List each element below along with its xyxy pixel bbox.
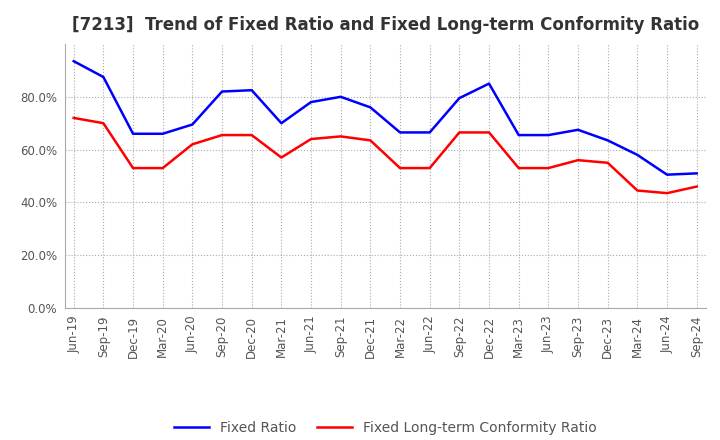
Fixed Long-term Conformity Ratio	[633, 188, 642, 193]
Fixed Long-term Conformity Ratio	[188, 142, 197, 147]
Fixed Long-term Conformity Ratio	[574, 158, 582, 163]
Fixed Ratio	[396, 130, 405, 135]
Fixed Long-term Conformity Ratio	[693, 184, 701, 189]
Fixed Long-term Conformity Ratio	[544, 165, 553, 171]
Fixed Long-term Conformity Ratio	[129, 165, 138, 171]
Fixed Ratio	[603, 138, 612, 143]
Fixed Ratio	[633, 152, 642, 158]
Fixed Ratio	[366, 105, 374, 110]
Fixed Ratio	[277, 121, 286, 126]
Line: Fixed Long-term Conformity Ratio: Fixed Long-term Conformity Ratio	[73, 118, 697, 193]
Fixed Long-term Conformity Ratio	[158, 165, 167, 171]
Fixed Ratio	[99, 74, 108, 80]
Fixed Long-term Conformity Ratio	[603, 160, 612, 165]
Fixed Ratio	[455, 95, 464, 101]
Fixed Long-term Conformity Ratio	[366, 138, 374, 143]
Fixed Ratio	[693, 171, 701, 176]
Title: [7213]  Trend of Fixed Ratio and Fixed Long-term Conformity Ratio: [7213] Trend of Fixed Ratio and Fixed Lo…	[71, 16, 699, 34]
Fixed Ratio	[662, 172, 671, 177]
Fixed Ratio	[426, 130, 434, 135]
Fixed Ratio	[188, 122, 197, 127]
Fixed Ratio	[69, 59, 78, 64]
Legend: Fixed Ratio, Fixed Long-term Conformity Ratio: Fixed Ratio, Fixed Long-term Conformity …	[168, 415, 602, 440]
Fixed Long-term Conformity Ratio	[307, 136, 315, 142]
Fixed Ratio	[544, 132, 553, 138]
Fixed Long-term Conformity Ratio	[455, 130, 464, 135]
Fixed Ratio	[574, 127, 582, 132]
Fixed Long-term Conformity Ratio	[662, 191, 671, 196]
Fixed Long-term Conformity Ratio	[69, 115, 78, 121]
Fixed Long-term Conformity Ratio	[336, 134, 345, 139]
Fixed Ratio	[485, 81, 493, 86]
Fixed Ratio	[248, 88, 256, 93]
Fixed Ratio	[129, 131, 138, 136]
Fixed Ratio	[336, 94, 345, 99]
Fixed Ratio	[158, 131, 167, 136]
Fixed Ratio	[217, 89, 226, 94]
Fixed Ratio	[307, 99, 315, 105]
Fixed Long-term Conformity Ratio	[426, 165, 434, 171]
Fixed Long-term Conformity Ratio	[99, 121, 108, 126]
Fixed Long-term Conformity Ratio	[396, 165, 405, 171]
Fixed Long-term Conformity Ratio	[277, 155, 286, 160]
Fixed Long-term Conformity Ratio	[514, 165, 523, 171]
Fixed Long-term Conformity Ratio	[485, 130, 493, 135]
Line: Fixed Ratio: Fixed Ratio	[73, 61, 697, 175]
Fixed Ratio	[514, 132, 523, 138]
Fixed Long-term Conformity Ratio	[217, 132, 226, 138]
Fixed Long-term Conformity Ratio	[248, 132, 256, 138]
